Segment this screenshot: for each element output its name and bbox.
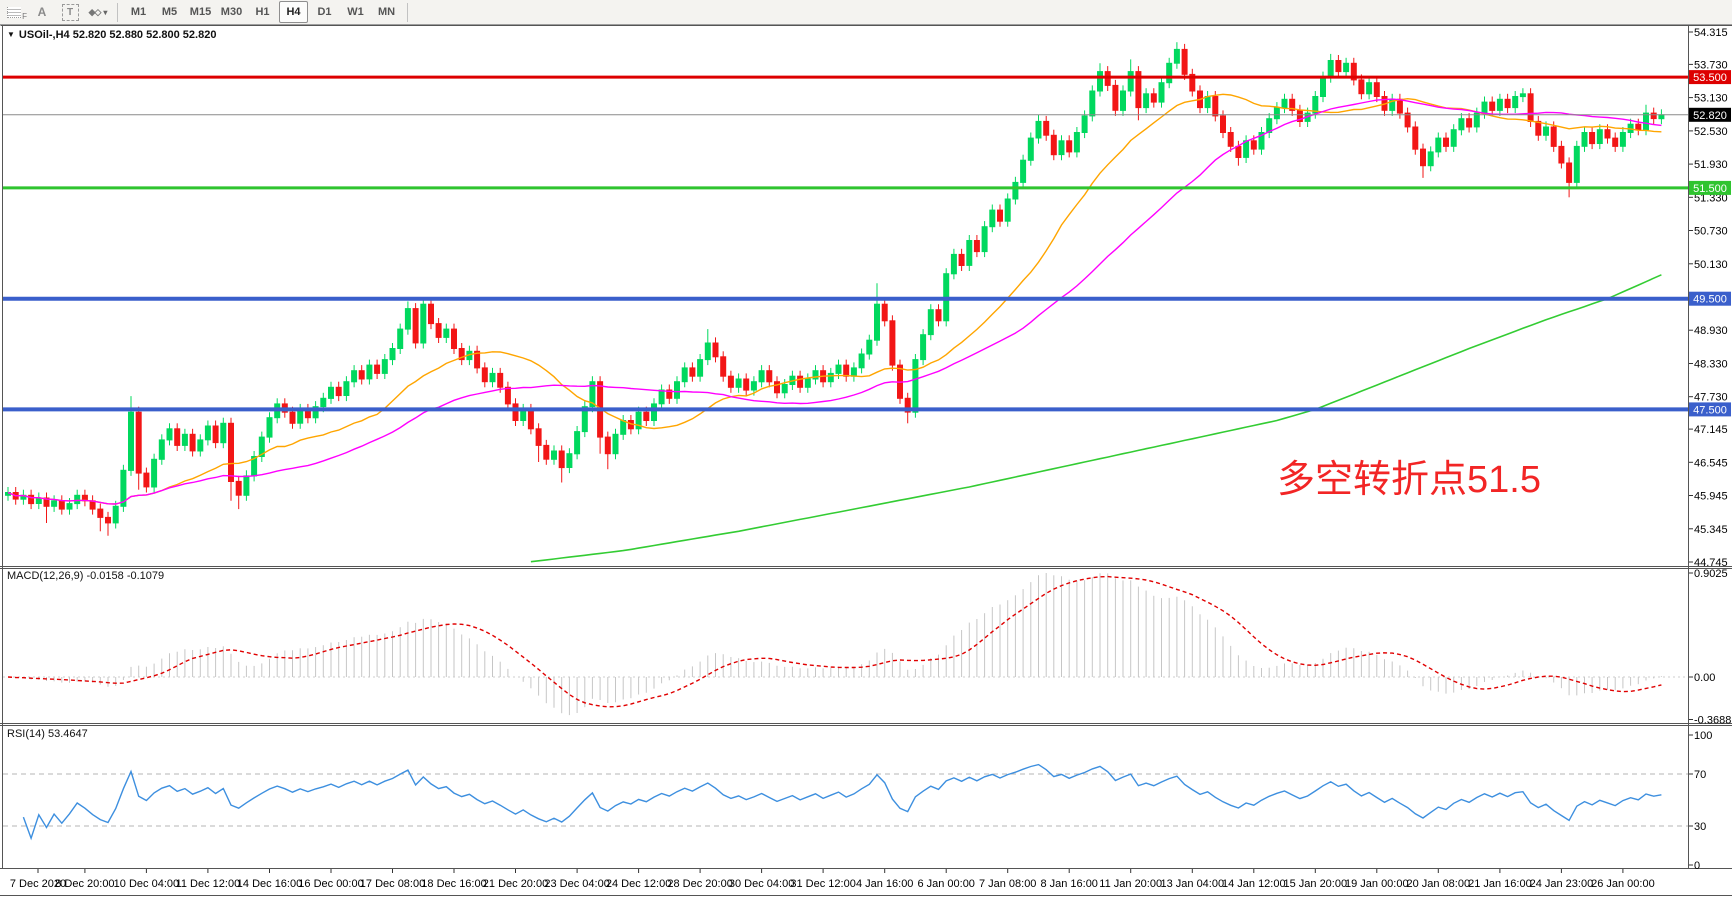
rsi-tick-label: 0 <box>1694 860 1700 872</box>
macd-indicator-label: MACD(12,26,9) -0.0158 -0.1079 <box>7 570 165 582</box>
price-tick-label: 45.345 <box>1694 524 1728 536</box>
time-tick-label: 8 Dec 20:00 <box>55 878 114 890</box>
time-tick-label: 14 Dec 16:00 <box>237 878 302 890</box>
price-badge-label: 51.500 <box>1693 183 1727 195</box>
macd-axis: 0.9025 0.00 -0.3688 <box>1689 568 1731 727</box>
price-tick-label: 51.930 <box>1694 159 1728 171</box>
timeframe-group: M1 M5 M15 M30 H1 H4 D1 W1 MN <box>123 1 402 23</box>
font-tool-button[interactable]: A <box>30 2 54 22</box>
symbol-ohlc-text: USOil-,H4 52.820 52.880 52.800 52.820 <box>18 29 217 41</box>
timeframe-button-m5[interactable]: M5 <box>161 6 178 18</box>
price-tick-label: 53.730 <box>1694 59 1728 71</box>
time-tick-label: 7 Dec 2020 <box>10 878 66 890</box>
time-tick-label: 11 Dec 12:00 <box>176 878 241 890</box>
macd-panel[interactable] <box>3 573 1688 716</box>
price-tick-label: 50.130 <box>1694 259 1728 271</box>
frame-grid-icon: F <box>7 6 27 21</box>
time-tick-label: 18 Dec 16:00 <box>421 878 486 890</box>
price-tick-label: 47.145 <box>1694 424 1728 436</box>
chinese-annotation-text: 多空转折点51.5 <box>1277 459 1541 501</box>
price-tick-label: 54.315 <box>1694 27 1728 39</box>
rsi-axis: 100 70 30 0 <box>1689 730 1712 872</box>
text-tool-button[interactable]: T <box>58 2 82 22</box>
timeframe-button-h4[interactable]: H4 <box>279 1 308 23</box>
text-t-icon: T <box>61 3 79 21</box>
time-tick-label: 13 Jan 04:00 <box>1160 878 1224 890</box>
price-badge-label: 52.820 <box>1693 110 1727 122</box>
price-tick-label: 51.330 <box>1694 192 1728 204</box>
timeframe-button-mn[interactable]: MN <box>377 6 396 18</box>
toolbar-separator <box>407 2 408 22</box>
time-tick-label: 30 Dec 04:00 <box>729 878 794 890</box>
timeframe-button-h1[interactable]: H1 <box>255 6 270 18</box>
panel-borders <box>0 25 1732 896</box>
time-tick-label: 31 Dec 12:00 <box>790 878 855 890</box>
time-tick-label: 28 Dec 20:00 <box>667 878 732 890</box>
cursor-tool-button[interactable]: ◆◇ ▾ <box>86 2 110 22</box>
price-badge-label: 49.500 <box>1693 294 1727 306</box>
chevron-down-icon: ▾ <box>103 7 108 17</box>
frame-tool-button[interactable]: F <box>2 2 27 22</box>
collapse-triangle-icon[interactable]: ▼ <box>7 30 15 39</box>
price-tick-label: 46.545 <box>1694 457 1728 469</box>
rsi-tick-label: 70 <box>1694 769 1706 781</box>
price-badges: 53.500 52.820 51.500 49.500 47.500 <box>1689 70 1731 417</box>
price-tick-label: 48.930 <box>1694 325 1728 337</box>
time-tick-label: 14 Jan 12:00 <box>1222 878 1286 890</box>
macd-tick-label: 0.00 <box>1694 672 1715 684</box>
rsi-tick-label: 30 <box>1694 821 1706 833</box>
time-tick-label: 15 Jan 20:00 <box>1283 878 1347 890</box>
ma-lines <box>7 93 1662 563</box>
toolbar: F A T ◆◇ ▾ M1 M5 M15 M30 H1 H4 D1 W1 MN <box>0 0 1732 25</box>
time-tick-label: 4 Jan 16:00 <box>856 878 914 890</box>
time-tick-label: 6 Jan 00:00 <box>917 878 975 890</box>
timeframe-button-m15[interactable]: M15 <box>189 6 212 18</box>
time-tick-label: 20 Jan 08:00 <box>1406 878 1470 890</box>
rsi-indicator-label: RSI(14) 53.4647 <box>7 728 88 740</box>
price-badge-label: 47.500 <box>1693 404 1727 416</box>
toolbar-separator <box>117 2 118 22</box>
time-tick-label: 8 Jan 16:00 <box>1040 878 1098 890</box>
price-tick-label: 47.730 <box>1694 392 1728 404</box>
price-tick-label: 50.730 <box>1694 226 1728 238</box>
macd-tick-label: 0.9025 <box>1694 568 1728 580</box>
price-badge-label: 53.500 <box>1693 72 1727 84</box>
time-tick-label: 19 Jan 00:00 <box>1345 878 1409 890</box>
timeframe-button-m30[interactable]: M30 <box>220 6 243 18</box>
time-tick-label: 26 Jan 00:00 <box>1591 878 1655 890</box>
price-tick-label: 48.330 <box>1694 359 1728 371</box>
cursor-arrows-icon: ◆◇ <box>88 6 102 17</box>
time-tick-label: 23 Dec 04:00 <box>544 878 609 890</box>
time-tick-label: 7 Jan 08:00 <box>979 878 1037 890</box>
time-tick-label: 10 Dec 04:00 <box>114 878 179 890</box>
time-tick-label: 24 Dec 12:00 <box>606 878 671 890</box>
price-axis: 54.315 53.730 53.130 52.530 51.930 51.330 50.7… <box>1689 27 1728 569</box>
timeframe-button-w1[interactable]: W1 <box>347 6 364 18</box>
time-tick-label: 17 Dec 08:00 <box>360 878 425 890</box>
price-tick-label: 44.745 <box>1694 557 1728 569</box>
hlines-layer[interactable] <box>3 75 1688 412</box>
rsi-panel[interactable] <box>3 763 1688 841</box>
rsi-tick-label: 100 <box>1694 730 1712 742</box>
time-tick-label: 21 Jan 16:00 <box>1468 878 1532 890</box>
time-tick-label: 21 Dec 20:00 <box>483 878 548 890</box>
price-tick-label: 53.130 <box>1694 93 1728 105</box>
macd-tick-label: -0.3688 <box>1694 715 1731 727</box>
time-tick-label: 24 Jan 23:00 <box>1530 878 1594 890</box>
price-tick-label: 45.945 <box>1694 491 1728 503</box>
price-tick-label: 52.530 <box>1694 126 1728 138</box>
time-tick-label: 11 Jan 20:00 <box>1099 878 1162 890</box>
timeframe-button-m1[interactable]: M1 <box>130 6 147 18</box>
timeframe-button-d1[interactable]: D1 <box>317 6 332 18</box>
font-a-icon: A <box>37 5 47 19</box>
time-tick-label: 16 Dec 00:00 <box>298 878 363 890</box>
chart-title: ▼ USOil-,H4 52.820 52.880 52.800 52.820 <box>7 29 216 41</box>
